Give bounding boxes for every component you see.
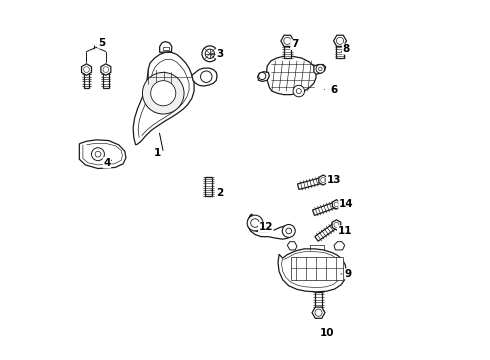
Polygon shape <box>101 64 111 75</box>
Text: 8: 8 <box>343 44 350 54</box>
Polygon shape <box>291 257 343 280</box>
Polygon shape <box>284 41 291 58</box>
Circle shape <box>205 49 215 58</box>
Circle shape <box>84 67 89 72</box>
Circle shape <box>293 85 304 97</box>
Text: 14: 14 <box>339 199 353 210</box>
Circle shape <box>286 228 292 234</box>
Polygon shape <box>334 35 346 46</box>
Polygon shape <box>319 175 327 185</box>
Polygon shape <box>278 249 346 292</box>
Circle shape <box>334 202 339 207</box>
Polygon shape <box>315 222 338 241</box>
Polygon shape <box>133 52 194 145</box>
Polygon shape <box>160 41 172 52</box>
Polygon shape <box>267 56 316 95</box>
Polygon shape <box>282 252 343 288</box>
Polygon shape <box>81 64 92 75</box>
Circle shape <box>337 37 343 44</box>
Text: 6: 6 <box>330 85 338 95</box>
Polygon shape <box>312 307 325 318</box>
Text: 4: 4 <box>103 158 111 168</box>
Polygon shape <box>83 143 122 165</box>
Polygon shape <box>205 177 212 196</box>
Circle shape <box>318 67 322 71</box>
Polygon shape <box>281 35 294 46</box>
Circle shape <box>320 177 326 183</box>
Circle shape <box>95 151 101 157</box>
Polygon shape <box>258 72 270 81</box>
Text: 12: 12 <box>259 222 273 232</box>
Text: 10: 10 <box>319 328 334 338</box>
Polygon shape <box>287 242 297 250</box>
Polygon shape <box>315 292 322 313</box>
Polygon shape <box>334 242 344 250</box>
Circle shape <box>315 309 322 316</box>
Circle shape <box>200 71 212 82</box>
Text: 1: 1 <box>153 148 161 158</box>
Circle shape <box>247 215 263 231</box>
Circle shape <box>334 222 339 227</box>
Polygon shape <box>103 69 109 88</box>
Polygon shape <box>84 69 89 88</box>
Circle shape <box>259 72 266 80</box>
Circle shape <box>251 219 259 227</box>
Polygon shape <box>138 59 189 138</box>
Circle shape <box>92 148 104 161</box>
Circle shape <box>296 89 301 94</box>
Text: 3: 3 <box>216 49 223 59</box>
Circle shape <box>202 46 218 62</box>
Polygon shape <box>313 202 338 215</box>
Text: 9: 9 <box>345 269 352 279</box>
Text: 11: 11 <box>338 226 352 236</box>
Polygon shape <box>79 140 126 168</box>
Text: 5: 5 <box>98 38 105 48</box>
Polygon shape <box>297 177 324 189</box>
Text: 7: 7 <box>291 40 298 49</box>
Polygon shape <box>192 68 217 86</box>
Polygon shape <box>163 47 169 50</box>
Text: 13: 13 <box>327 175 341 185</box>
Polygon shape <box>332 220 341 230</box>
Polygon shape <box>332 200 341 209</box>
Polygon shape <box>248 214 293 239</box>
Circle shape <box>282 225 295 237</box>
Polygon shape <box>337 41 343 58</box>
Circle shape <box>284 37 291 44</box>
Circle shape <box>316 64 324 73</box>
Circle shape <box>151 81 176 106</box>
Circle shape <box>103 67 109 72</box>
Polygon shape <box>314 64 326 74</box>
Circle shape <box>143 72 184 114</box>
Text: 2: 2 <box>216 188 223 198</box>
